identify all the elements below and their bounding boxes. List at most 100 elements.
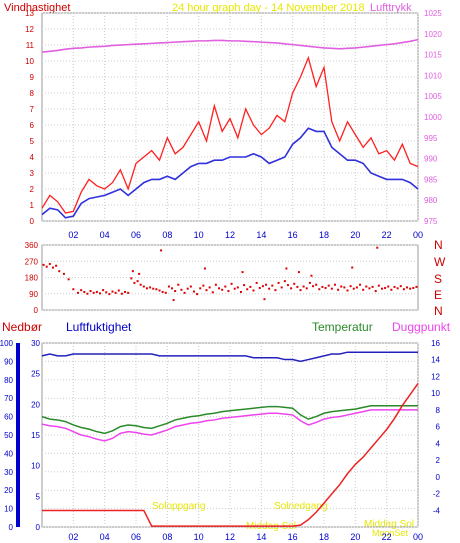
direction-point (315, 283, 318, 286)
direction-point (362, 288, 365, 291)
direction-point (142, 285, 145, 288)
temperature-y-tick: 12 (431, 372, 440, 381)
pressure-y-tick: 995 (424, 134, 438, 143)
precip-y-tick: 100 (0, 339, 14, 348)
climate-x-tick: 08 (162, 532, 172, 542)
direction-point (102, 289, 105, 292)
direction-point (221, 288, 224, 291)
direction-point (380, 287, 383, 290)
direction-point (286, 284, 289, 287)
solar-noon-label-2: Middag Sol (364, 519, 415, 530)
temperature-y-tick: 10 (431, 389, 440, 398)
direction-point (127, 291, 130, 294)
direction-point (290, 287, 293, 290)
direction-point (239, 290, 242, 293)
direction-point (174, 290, 177, 293)
pressure-y-tick: 1015 (424, 51, 442, 60)
temperature-y-tick: 8 (436, 406, 441, 415)
direction-point (164, 291, 167, 294)
direction-point (368, 287, 371, 290)
wind-y-tick: 8 (30, 89, 35, 98)
direction-point (393, 285, 396, 288)
direction-point (355, 286, 358, 289)
direction-point (249, 285, 252, 288)
direction-point (155, 288, 158, 291)
direction-point (83, 290, 86, 293)
direction-point (330, 287, 333, 290)
direction-point (374, 290, 377, 293)
dewpoint-label: Duggpunkt (392, 320, 451, 334)
direction-point (297, 271, 300, 274)
direction-point (199, 287, 202, 290)
precip-y-tick: 70 (4, 394, 13, 403)
direction-point (376, 246, 379, 249)
direction-point (124, 290, 127, 293)
direction-point (409, 287, 412, 290)
direction-plot-frame (41, 244, 419, 311)
direction-point (45, 265, 48, 268)
wind-x-tick: 14 (256, 230, 266, 240)
direction-point (114, 291, 117, 294)
direction-point (346, 289, 349, 292)
direction-point (359, 283, 362, 286)
climate-x-tick: 22 (382, 532, 392, 542)
direction-point (415, 285, 418, 288)
wind-y-tick: 12 (25, 25, 34, 34)
climate-x-tick: 00 (413, 532, 423, 542)
precip-y-tick: 40 (4, 449, 13, 458)
direction-point (283, 280, 286, 283)
direction-point (271, 284, 274, 287)
direction-point (80, 289, 83, 292)
series-humidity-line (41, 351, 418, 363)
direction-point (177, 283, 180, 286)
wind-x-tick: 16 (288, 230, 298, 240)
direction-point (305, 287, 308, 290)
direction-point (42, 263, 45, 266)
temperature-y-tick: 6 (436, 423, 441, 432)
direction-point (230, 282, 233, 285)
climate-x-tick: 12 (225, 532, 235, 542)
direction-point (149, 286, 152, 289)
direction-point (261, 285, 264, 288)
sunset-label: Solnedgang (274, 501, 328, 512)
compass-n-top: N (434, 238, 443, 252)
direction-point (117, 289, 120, 292)
direction-point (333, 283, 336, 286)
direction-point (387, 285, 390, 288)
humidity-y-tick: 25 (31, 370, 40, 379)
temperature-y-tick: 4 (436, 439, 441, 448)
pressure-y-tick: 985 (424, 175, 438, 184)
wind-y-tick: 2 (30, 185, 35, 194)
direction-point (160, 249, 163, 252)
humidity-y-tick: 20 (31, 400, 40, 409)
direction-point (202, 284, 205, 287)
wind-x-tick: 12 (225, 230, 235, 240)
direction-point (371, 285, 374, 288)
direction-point (67, 278, 70, 281)
direction-point (265, 283, 268, 286)
direction-point (390, 288, 393, 291)
temperature-y-tick: 14 (431, 356, 440, 365)
direction-point (130, 277, 133, 280)
direction-point (172, 299, 175, 302)
wind-y-tick: 9 (30, 73, 35, 82)
direction-point (138, 272, 141, 275)
direction-point (192, 290, 195, 293)
direction-point (108, 293, 111, 296)
climate-x-tick: 10 (194, 532, 204, 542)
direction-point (55, 264, 58, 267)
direction-point (89, 290, 92, 293)
direction-point (340, 285, 343, 288)
direction-point (72, 288, 75, 291)
wind-x-tick: 00 (413, 230, 423, 240)
climate-x-tick: 20 (350, 532, 360, 542)
temperature-y-tick: -2 (433, 490, 441, 499)
direction-point (227, 290, 230, 293)
direction-point (105, 291, 108, 294)
direction-point (268, 287, 271, 290)
pressure-y-tick: 1025 (424, 9, 442, 18)
direction-point (180, 288, 183, 291)
wind-y-tick: 10 (25, 57, 34, 66)
wind-x-tick: 18 (319, 230, 329, 240)
